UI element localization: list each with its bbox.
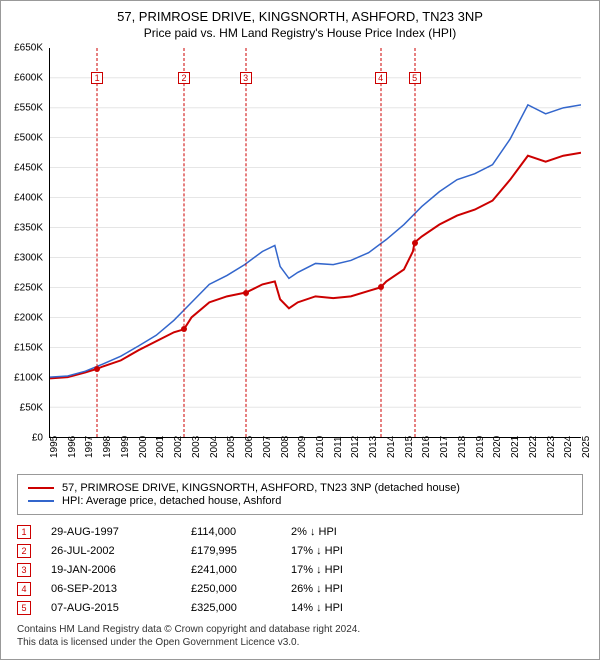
y-tick-label: £550K (14, 103, 43, 114)
x-tick-label: 2025 (581, 436, 592, 458)
x-tick-label: 2024 (563, 436, 574, 458)
legend: 57, PRIMROSE DRIVE, KINGSNORTH, ASHFORD,… (17, 474, 583, 515)
x-tick-label: 1999 (120, 436, 131, 458)
x-tick-label: 2008 (280, 436, 291, 458)
x-tick-label: 2009 (297, 436, 308, 458)
y-tick-label: £300K (14, 253, 43, 264)
x-tick-label: 2016 (421, 436, 432, 458)
legend-item: 57, PRIMROSE DRIVE, KINGSNORTH, ASHFORD,… (28, 482, 572, 494)
x-tick-label: 2003 (191, 436, 202, 458)
sale-date: 19-JAN-2006 (51, 564, 171, 576)
sale-diff: 26% ↓ HPI (291, 583, 391, 595)
sales-row: 5 07-AUG-2015 £325,000 14% ↓ HPI (17, 601, 583, 615)
x-tick-label: 2023 (546, 436, 557, 458)
chart-subtitle: Price paid vs. HM Land Registry's House … (9, 26, 591, 40)
y-tick-label: £500K (14, 133, 43, 144)
y-tick-label: £150K (14, 343, 43, 354)
sale-date: 07-AUG-2015 (51, 602, 171, 614)
y-tick-label: £250K (14, 283, 43, 294)
sale-diff: 17% ↓ HPI (291, 545, 391, 557)
sales-row: 2 26-JUL-2002 £179,995 17% ↓ HPI (17, 544, 583, 558)
x-tick-label: 1996 (67, 436, 78, 458)
sale-date: 26-JUL-2002 (51, 545, 171, 557)
chart-area: £0£50K£100K£150K£200K£250K£300K£350K£400… (49, 48, 581, 438)
x-tick-label: 2021 (510, 436, 521, 458)
sale-index-box: 2 (17, 544, 31, 558)
x-axis: 1995 1996 1997 1998 1999 2000 2001 2002 2003 2004… (49, 438, 581, 474)
y-tick-label: £600K (14, 73, 43, 84)
y-tick-label: £450K (14, 163, 43, 174)
sale-price: £114,000 (191, 526, 271, 538)
x-tick-label: 2000 (138, 436, 149, 458)
x-tick-label: 2020 (492, 436, 503, 458)
x-tick-label: 2018 (457, 436, 468, 458)
x-tick-label: 2007 (262, 436, 273, 458)
sale-index-box: 1 (17, 525, 31, 539)
x-tick-label: 2013 (368, 436, 379, 458)
sale-diff: 2% ↓ HPI (291, 526, 391, 538)
sale-price: £325,000 (191, 602, 271, 614)
x-tick-label: 1995 (49, 436, 60, 458)
y-tick-label: £200K (14, 312, 43, 323)
y-tick-label: £100K (14, 373, 43, 384)
y-axis: £0£50K£100K£150K£200K£250K£300K£350K£400… (9, 48, 47, 438)
sales-row: 1 29-AUG-1997 £114,000 2% ↓ HPI (17, 525, 583, 539)
x-tick-label: 2006 (244, 436, 255, 458)
x-tick-label: 1997 (84, 436, 95, 458)
legend-label: 57, PRIMROSE DRIVE, KINGSNORTH, ASHFORD,… (62, 482, 460, 494)
chart-svg (50, 48, 581, 437)
x-tick-label: 2015 (404, 436, 415, 458)
sale-price: £179,995 (191, 545, 271, 557)
sales-row: 3 19-JAN-2006 £241,000 17% ↓ HPI (17, 563, 583, 577)
x-tick-label: 2001 (155, 436, 166, 458)
x-tick-label: 2019 (475, 436, 486, 458)
x-tick-label: 1998 (102, 436, 113, 458)
sale-index-box: 4 (17, 582, 31, 596)
sale-diff: 14% ↓ HPI (291, 602, 391, 614)
legend-item: HPI: Average price, detached house, Ashf… (28, 495, 572, 507)
sale-price: £241,000 (191, 564, 271, 576)
x-tick-label: 2014 (386, 436, 397, 458)
chart-title: 57, PRIMROSE DRIVE, KINGSNORTH, ASHFORD,… (9, 9, 591, 24)
x-tick-label: 2002 (173, 436, 184, 458)
legend-swatch (28, 500, 54, 502)
x-tick-label: 2017 (439, 436, 450, 458)
y-tick-label: £400K (14, 193, 43, 204)
x-tick-label: 2010 (315, 436, 326, 458)
chart-container: 57, PRIMROSE DRIVE, KINGSNORTH, ASHFORD,… (0, 0, 600, 660)
plot-region: 12345 (49, 48, 581, 438)
x-tick-label: 2004 (209, 436, 220, 458)
sale-diff: 17% ↓ HPI (291, 564, 391, 576)
y-tick-label: £350K (14, 223, 43, 234)
x-tick-label: 2011 (333, 436, 344, 458)
sale-date: 29-AUG-1997 (51, 526, 171, 538)
sale-index-box: 3 (17, 563, 31, 577)
header: 57, PRIMROSE DRIVE, KINGSNORTH, ASHFORD,… (9, 9, 591, 40)
footer-line: Contains HM Land Registry data © Crown c… (17, 623, 583, 636)
legend-swatch (28, 487, 54, 489)
sales-table: 1 29-AUG-1997 £114,000 2% ↓ HPI 2 26-JUL-2002… (17, 525, 583, 615)
sale-index-box: 5 (17, 601, 31, 615)
footer-line: This data is licensed under the Open Gov… (17, 636, 583, 649)
sales-row: 4 06-SEP-2013 £250,000 26% ↓ HPI (17, 582, 583, 596)
sale-date: 06-SEP-2013 (51, 583, 171, 595)
x-tick-label: 2005 (226, 436, 237, 458)
y-tick-label: £650K (14, 43, 43, 54)
y-tick-label: £50K (20, 403, 43, 414)
legend-label: HPI: Average price, detached house, Ashf… (62, 495, 281, 507)
y-tick-label: £0 (32, 433, 43, 444)
sale-price: £250,000 (191, 583, 271, 595)
x-tick-label: 2012 (350, 436, 361, 458)
x-tick-label: 2022 (528, 436, 539, 458)
footer: Contains HM Land Registry data © Crown c… (17, 623, 583, 649)
